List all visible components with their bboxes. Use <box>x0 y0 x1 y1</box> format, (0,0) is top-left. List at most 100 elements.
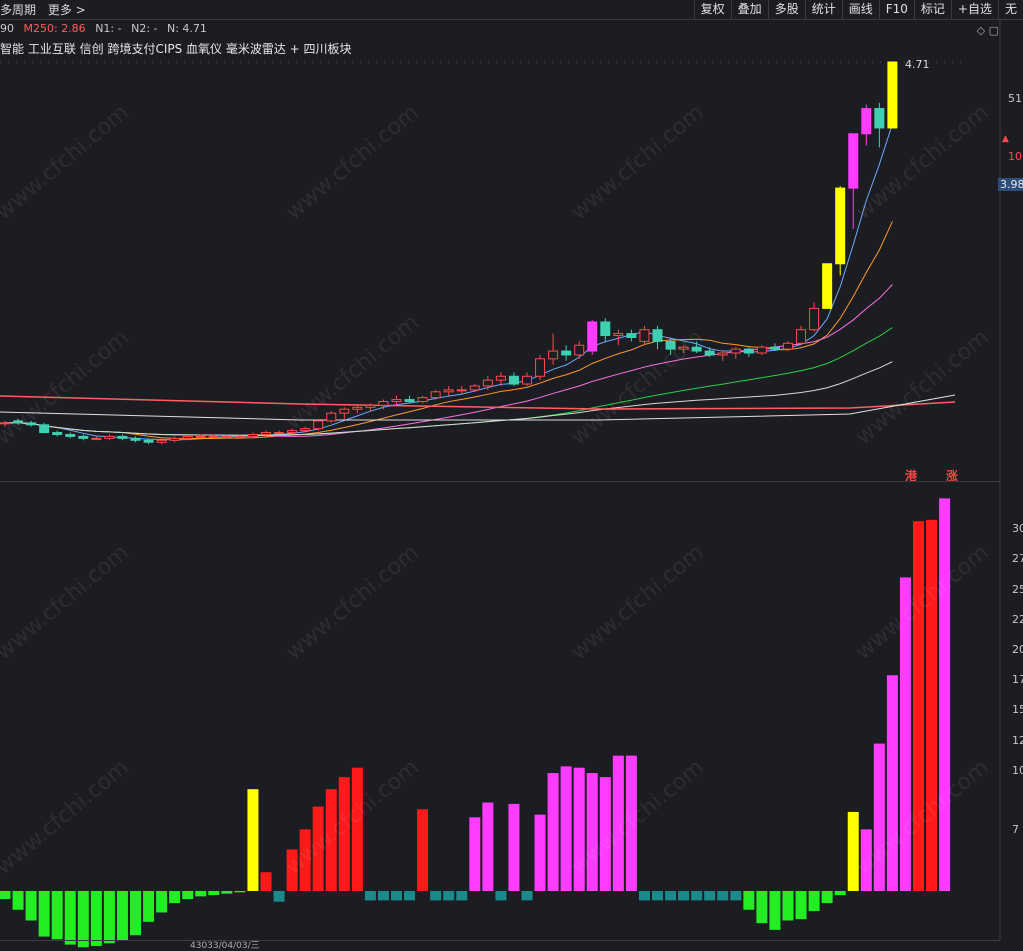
candle-body <box>704 350 715 356</box>
oscillator-tick-label: 30 <box>1012 522 1023 535</box>
candle-body <box>156 439 167 443</box>
oscillator-bar <box>508 803 520 891</box>
oscillator-bar <box>704 891 716 901</box>
candle-body <box>339 408 350 414</box>
candle-body <box>143 439 154 443</box>
candle-body <box>195 435 206 438</box>
candle-body <box>404 399 415 402</box>
ma-line-ma120 <box>5 361 893 436</box>
candle-body <box>65 433 76 437</box>
overlay-button[interactable]: 叠加 <box>730 0 768 19</box>
more-button[interactable]: 更多 > <box>47 3 86 17</box>
oscillator-bar <box>260 872 272 891</box>
oscillator-bar <box>404 891 416 901</box>
oscillator-bar <box>90 891 102 946</box>
candle-body <box>783 342 793 350</box>
candle-body <box>756 346 767 354</box>
oscillator-bar <box>0 891 11 900</box>
candle-body <box>91 437 102 440</box>
oscillator-bar <box>38 891 50 937</box>
oscillator-bar <box>77 891 89 948</box>
candle-body <box>130 437 141 441</box>
candle-body <box>848 133 859 189</box>
draw-line-button[interactable]: 画线 <box>841 0 879 19</box>
candle-body <box>639 329 650 342</box>
candle-body <box>508 375 519 385</box>
oscillator-bar <box>886 675 898 891</box>
oscillator-bar <box>795 891 807 920</box>
extra-button[interactable]: 无 <box>997 0 1023 19</box>
up-arrow-icon: ▲ <box>1002 134 1009 144</box>
ma-line-m250 <box>0 395 956 410</box>
candle-body <box>208 435 219 438</box>
toolbar-buttons: 复权 叠加 多股 统计 画线 F10 标记 +自选 无 <box>693 0 1023 19</box>
axis-label-upper-0: 51 <box>1008 92 1022 105</box>
candle-body <box>809 307 820 331</box>
candle-body <box>430 391 441 399</box>
limit-up-marker[interactable]: 涨 <box>946 469 959 483</box>
oscillator-bar <box>560 766 572 891</box>
oscillator-bar <box>573 767 585 891</box>
candle-body <box>678 346 689 350</box>
legend-prefix: 90 <box>0 22 14 35</box>
oscillator-bar <box>169 891 181 904</box>
candle-body <box>613 333 624 337</box>
candle-body <box>52 432 63 435</box>
ma-line-ma20 <box>5 284 893 437</box>
mark-button[interactable]: 标记 <box>913 0 951 19</box>
candle-body <box>874 108 885 129</box>
oscillator-bar <box>51 891 63 940</box>
oscillator-bar <box>417 809 429 891</box>
oscillator-bar <box>12 891 24 910</box>
multi-period-button[interactable]: 多周期 <box>0 3 37 17</box>
candle-body <box>287 430 298 434</box>
candle-body <box>574 344 585 356</box>
restore-rights-button[interactable]: 复权 <box>693 0 731 19</box>
candle-body <box>652 329 663 342</box>
oscillator-bar <box>273 891 285 902</box>
candle-body <box>861 108 872 135</box>
oscillator-bar <box>25 891 37 921</box>
candle-body <box>13 420 24 424</box>
oscillator-bar <box>312 806 324 891</box>
oscillator-tick-label: 27 <box>1012 552 1023 565</box>
oscillator-bar <box>847 811 859 891</box>
oscillator-bar <box>116 891 128 941</box>
oscillator-bar <box>351 767 363 891</box>
candle-body <box>548 350 559 360</box>
candle-body <box>743 348 754 354</box>
candle-body <box>274 432 285 435</box>
oscillator-bar <box>547 773 559 891</box>
add-watchlist-button[interactable]: +自选 <box>950 0 998 19</box>
oscillator-tick-label: 20 <box>1012 643 1023 656</box>
settings-icon[interactable]: ◇ ▢ <box>976 24 999 37</box>
oscillator-bar <box>926 519 938 891</box>
candle-body <box>822 263 833 309</box>
oscillator-bar <box>325 789 337 891</box>
candle-body <box>300 428 311 432</box>
candle-body <box>469 385 480 391</box>
candle-body <box>717 352 728 356</box>
oscillator-bar <box>808 891 820 912</box>
f10-button[interactable]: F10 <box>878 0 914 19</box>
ma-legend: 90 M250: 2.86 N1: - N2: - N: 4.71 <box>0 22 213 35</box>
oscillator-bar <box>364 891 376 901</box>
oscillator-tick-label: 25 <box>1012 583 1023 596</box>
oscillator-bar <box>717 891 729 901</box>
toolbar: 多周期 更多 > 复权 叠加 多股 统计 画线 F10 标记 +自选 无 <box>0 0 1023 20</box>
high-price-label: 4.71 <box>905 58 930 71</box>
statistics-button[interactable]: 统计 <box>804 0 842 19</box>
candle-body <box>313 420 324 430</box>
hk-connect-marker[interactable]: 港 <box>905 469 918 483</box>
candle-body <box>626 333 637 338</box>
ma-line-long <box>0 394 956 421</box>
multi-stock-button[interactable]: 多股 <box>767 0 805 19</box>
concept-tags[interactable]: 智能 工业互联 信创 跨境支付CIPS 血氧仪 毫米波雷达 + 四川板块 <box>0 42 352 56</box>
candle-body <box>665 340 676 350</box>
oscillator-bar <box>130 891 141 936</box>
legend-n: N: 4.71 <box>167 22 207 35</box>
candle-body <box>417 397 428 402</box>
time-axis <box>0 940 1000 949</box>
candle-body <box>522 375 532 385</box>
